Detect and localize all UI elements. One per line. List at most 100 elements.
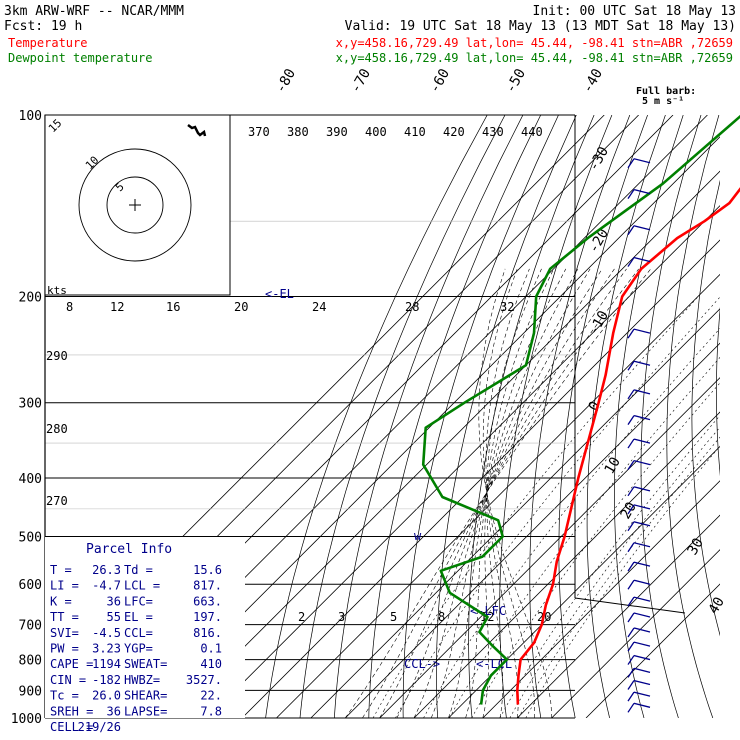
dry-adiabat — [529, 115, 631, 718]
isotherm-label: 10 — [602, 454, 624, 477]
mixing-ratio-label: 20 — [234, 300, 248, 314]
parcel-info-cell: TT = — [50, 610, 79, 624]
mixing-ratio-line — [395, 296, 720, 718]
parcel-info-cell: 3527. — [186, 673, 222, 687]
wind-barb-flag — [627, 360, 635, 371]
wind-barb — [633, 654, 651, 661]
wind-barb — [633, 158, 651, 164]
parcel-info-cell: SHEAR= — [124, 689, 167, 703]
wind-barb-flag — [627, 389, 635, 400]
pressure-tick-label: 1000 — [11, 712, 42, 727]
wind-barb-flag — [627, 641, 635, 652]
dry-adiabat — [640, 115, 702, 718]
wind-legend-line2: 5 m s⁻¹ — [642, 96, 684, 107]
pressure-tick-label: 300 — [19, 397, 42, 412]
parcel-info-cell: -182 — [92, 673, 121, 687]
header: 3km ARW-WRF -- NCAR/MMM Init: 00 UTC Sat… — [4, 4, 736, 65]
wind-legend: Full barb: 5 m s⁻¹ — [636, 86, 696, 107]
temperature-legend-info: x,y=458.16,729.49 lat,lon= 45.44, -98.41… — [336, 36, 733, 50]
parcel-info-cell: LAPSE= — [124, 704, 167, 718]
parcel-info-cell: 663. — [193, 594, 222, 608]
isotherm-label: 40 — [706, 594, 728, 617]
parcel-info-cell: 7.8 — [200, 704, 222, 718]
pressure-tick-label: 600 — [19, 578, 42, 593]
theta-label: 390 — [326, 125, 348, 139]
isotherm — [448, 445, 720, 718]
wind-barb-flag — [627, 486, 635, 497]
parcel-info-cell: 15.6 — [193, 563, 222, 577]
parcel-info-bg — [45, 537, 245, 718]
wind-barb — [633, 414, 651, 421]
isotherm-label: -10 — [586, 308, 613, 338]
parcel-info-cell: LFC= — [124, 594, 153, 608]
pressure-tick-label: 800 — [19, 654, 42, 669]
parcel-info-cell: 26.0 — [92, 689, 121, 703]
parcel-info-cell: EL = — [124, 610, 153, 624]
level-annotation: <-LCL — [476, 657, 512, 671]
parcel-info-cell: HWBZ= — [124, 673, 160, 687]
wind-barb-flag — [627, 680, 635, 690]
mixing-ratio-line — [449, 356, 720, 718]
parcel-info-cell: 36 — [107, 704, 121, 718]
wind-barb-flag — [627, 579, 635, 590]
isotherm — [413, 411, 720, 718]
isotherm — [207, 205, 720, 718]
moist-adiabat — [478, 268, 552, 718]
parcel-info-cell: CELL = — [50, 720, 93, 734]
wind-barb-flag — [627, 158, 635, 169]
parcel-info-cell: 22. — [200, 689, 222, 703]
isotherm — [172, 170, 720, 718]
right-axis-slant — [574, 597, 686, 614]
moist-adiabat — [485, 268, 530, 718]
isotherm — [379, 377, 720, 718]
wind-barb-flag — [627, 691, 635, 702]
wind-barb — [633, 691, 651, 697]
wind-barb — [633, 504, 651, 510]
wind-barb-flag — [627, 504, 635, 515]
moist-adiabat — [362, 268, 639, 718]
pressure-tick-label: 400 — [19, 472, 42, 487]
wind-barb-flag — [627, 521, 635, 532]
pressure-tick-label: 900 — [19, 684, 42, 699]
theta-side-label: 280 — [46, 422, 68, 436]
level-annotation: CCL-> — [404, 657, 440, 671]
model-title: 3km ARW-WRF -- NCAR/MMM — [4, 4, 184, 19]
wind-barb — [633, 486, 651, 492]
parcel-info-cell: 817. — [193, 579, 222, 593]
wind-barb-flag — [627, 667, 635, 678]
isotherm-label: 30 — [685, 535, 707, 558]
init-time: Init: 00 UTC Sat 18 May 13 — [533, 4, 737, 19]
dry-adiabat — [558, 115, 648, 718]
dewpoint-profile — [421, 114, 740, 705]
theta-label: 400 — [365, 125, 387, 139]
pressure-tick-label: 200 — [19, 291, 42, 306]
moist-adiabat — [482, 268, 554, 718]
isotherm — [482, 480, 720, 718]
dry-adiabat — [666, 115, 720, 718]
theta-label: 410 — [404, 125, 426, 139]
mixing-ratio-label: 8 — [66, 300, 73, 314]
hodograph-ring — [106, 176, 164, 234]
wind-barb-flag — [627, 328, 635, 339]
parcel-info-cell: T = — [50, 563, 72, 577]
theta-side-label: 290 — [46, 349, 68, 363]
mixing-ratio-label: 3 — [338, 610, 345, 624]
parcel-info-cell: YGP= — [124, 642, 153, 656]
moist-adiabat — [430, 268, 591, 718]
wind-barb — [633, 256, 651, 263]
isotherm-label: -60 — [427, 66, 454, 96]
mixing-ratio-label: 16 — [166, 300, 180, 314]
forecast-hour: Fcst: 19 h — [4, 19, 82, 34]
moist-adiabat — [465, 268, 567, 718]
temperature-legend-label: Temperature — [8, 36, 87, 50]
wind-barb — [633, 225, 651, 231]
parcel-info-box: Parcel Info T = 26.3 Td = 15.6 LI = -4.7 LCL = 8… — [45, 537, 245, 734]
parcel-info-cell: 0.1 — [200, 642, 222, 656]
parcel-info-cell: -4.5 — [92, 626, 121, 640]
parcel-info-cell: 197. — [193, 610, 222, 624]
wind-barb — [633, 702, 651, 708]
moist-adiabat — [448, 268, 579, 718]
dry-adiabat — [586, 115, 666, 718]
parcel-info-cell: 26.3 — [92, 563, 121, 577]
